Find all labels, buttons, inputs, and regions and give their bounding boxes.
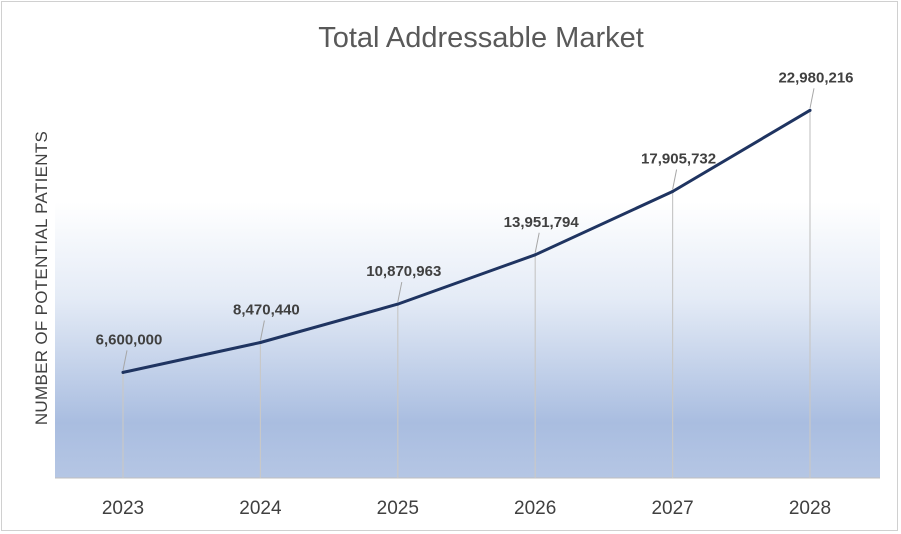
data-label: 13,951,794 [504,214,580,231]
x-tick-label: 2023 [102,498,144,519]
label-leader-line [534,232,540,253]
y-axis-label: NUMBER OF POTENTIAL PATIENTS [32,131,51,425]
x-tick-label: 2027 [651,498,693,519]
x-axis-ticks: 2023 2024 2025 2026 2027 2028 [102,498,831,519]
data-point [671,190,675,194]
data-label: 17,905,732 [641,151,716,168]
label-leader-line [672,169,678,190]
data-point [258,340,262,344]
data-label: 10,870,963 [366,263,441,280]
data-label: 8,470,440 [233,301,300,318]
data-label: 6,600,000 [96,331,163,348]
data-point [121,370,125,374]
data-label: 22,980,216 [778,69,853,86]
x-tick-label: 2024 [239,498,282,519]
chart-title: Total Addressable Market [318,22,644,54]
series-line [121,108,812,374]
data-point [533,253,537,257]
label-leader-line [397,281,403,303]
data-point [808,108,812,112]
label-leader-line [259,320,265,341]
label-leader-line [809,88,815,109]
label-leader-line [122,350,128,371]
plot-area [55,202,880,478]
x-tick-label: 2025 [377,498,419,519]
series-group [121,108,812,374]
x-tick-label: 2026 [514,498,556,519]
data-point [396,302,400,306]
x-tick-label: 2028 [789,498,831,519]
drop-lines [122,110,811,478]
data-labels: 6,600,000 8,470,440 10,870,963 13,951,794 17… [96,69,854,371]
